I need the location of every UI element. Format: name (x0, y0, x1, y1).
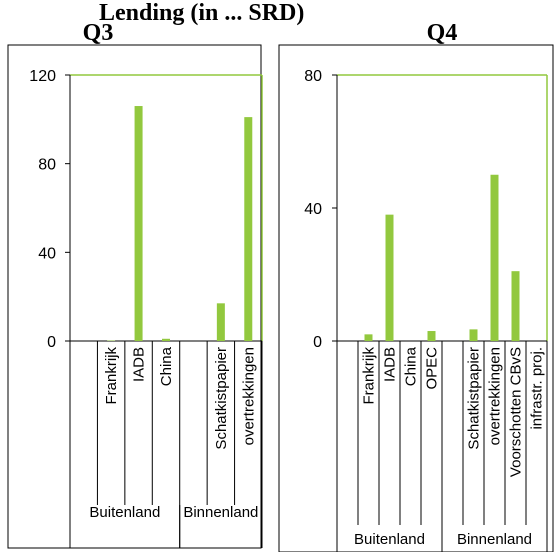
category-label: China (403, 346, 420, 386)
category-label: China (158, 346, 175, 386)
bar (364, 334, 373, 341)
y-tick-label: 0 (47, 334, 56, 351)
category-label: Schatkistpapier (213, 347, 230, 450)
y-tick-label: 0 (313, 334, 322, 351)
category-label: Schatkistpapier (466, 347, 483, 450)
y-tick-label: 40 (38, 245, 56, 262)
partial-header-title: Lending (in ... SRD) (99, 0, 304, 26)
category-label: Frankrijk (361, 347, 378, 405)
y-tick-label: 120 (29, 68, 56, 85)
bar (490, 174, 499, 341)
bar (385, 214, 394, 341)
category-label: Voorschotten CBvS (508, 347, 525, 477)
group-label: Buitenland (354, 531, 425, 548)
group-label: Buitenland (89, 504, 160, 521)
bar (511, 271, 520, 341)
panel-title: Q3 (83, 20, 114, 46)
group-label: Binnenland (457, 531, 532, 548)
bar (216, 303, 225, 341)
panel-title: Q4 (427, 20, 458, 46)
chart-panel-q3: Q3 0 40 80 120 Frankrijk IADB China Schatkistpap… (7, 20, 263, 549)
bar (134, 106, 143, 342)
category-label: overtrekkingen (240, 347, 257, 445)
bar (427, 331, 436, 341)
bar (244, 117, 253, 341)
y-tick-label: 80 (38, 157, 56, 174)
category-label: OPEC (424, 347, 441, 390)
y-tick-label: 40 (304, 201, 322, 218)
panel-border (7, 44, 262, 549)
category-label: Frankrijk (103, 347, 120, 405)
bar (162, 338, 170, 341)
category-label: overtrekkingen (487, 347, 504, 445)
y-tick-label: 80 (304, 68, 322, 85)
category-label: IADB (131, 347, 148, 382)
group-label: Binnenland (183, 504, 258, 521)
chart-panel-q4: Q4 0 40 80 Frankrijk IADB China OPEC Schatkistpa… (278, 20, 554, 552)
bar (469, 329, 478, 341)
category-label: IADB (382, 347, 399, 382)
category-label: infrastr. proj. (529, 347, 546, 430)
panel-border (278, 44, 554, 552)
